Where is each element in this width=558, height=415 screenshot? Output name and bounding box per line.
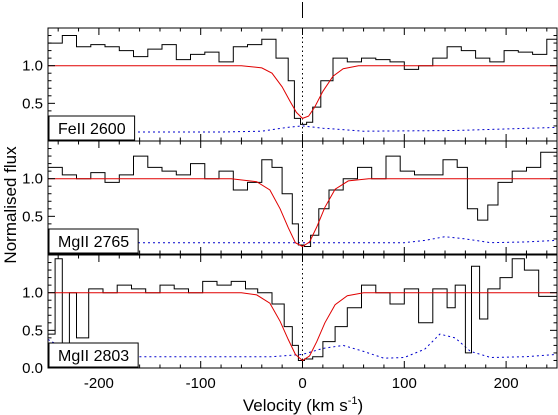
panel-label: MgII 2765 — [48, 228, 139, 254]
panel-label-box — [48, 228, 139, 254]
x-tick-labels: -200 -100 0 100 200 — [84, 375, 519, 392]
panel-label-text: MgII 2765 — [58, 234, 129, 251]
plot-area — [48, 255, 557, 368]
panel-label: FeII 2600 — [48, 115, 136, 141]
panel-label-text: MgII 2803 — [58, 348, 129, 365]
model-fit — [48, 178, 557, 248]
y-tick-label: 1.0 — [22, 285, 43, 302]
panel-mgii-2765: 0.5 1.0 MgII 2765 — [22, 140, 558, 255]
model-fit — [48, 65, 557, 119]
panel-mgii-2803: 0.0 0.5 1.0 MgII 2803 — [22, 254, 558, 377]
x-tick-label: -100 — [186, 375, 216, 392]
x-tick-label: -200 — [84, 375, 114, 392]
error-spectrum — [48, 125, 557, 133]
flux-histogram — [48, 258, 557, 361]
panel-feii-2600: 0.5 1.0 FeII 2600 — [22, 27, 558, 142]
plot-area — [48, 141, 557, 254]
panel-label: MgII 2803 — [48, 342, 139, 368]
panels: 0.5 1.0 FeII 2600 0.5 1.0 MgII 2765 0.0 0.5 1.0 M… — [22, 27, 558, 377]
error-spectrum — [48, 333, 557, 359]
model-fit — [48, 292, 557, 362]
x-axis-label: Velocity (km s-1) — [243, 395, 363, 415]
x-tick-label: 200 — [494, 375, 519, 392]
x-tick-label: 100 — [392, 375, 417, 392]
x-tick-label: 0 — [298, 375, 306, 392]
y-axis-label: Normalised flux — [1, 146, 20, 264]
panel-label-text: FeII 2600 — [58, 121, 126, 138]
y-tick-label: 0.5 — [22, 95, 43, 112]
y-tick-label: 0.5 — [22, 208, 43, 225]
error-spectrum — [48, 236, 557, 244]
flux-histogram — [48, 35, 557, 125]
y-tick-label: 1.0 — [22, 58, 43, 75]
y-tick-label: 0.0 — [22, 360, 43, 377]
plot-area — [48, 28, 557, 141]
y-tick-label: 0.5 — [22, 322, 43, 339]
y-tick-label: 1.0 — [22, 171, 43, 188]
panel-label-box — [48, 342, 139, 368]
panel-label-box — [48, 115, 136, 141]
